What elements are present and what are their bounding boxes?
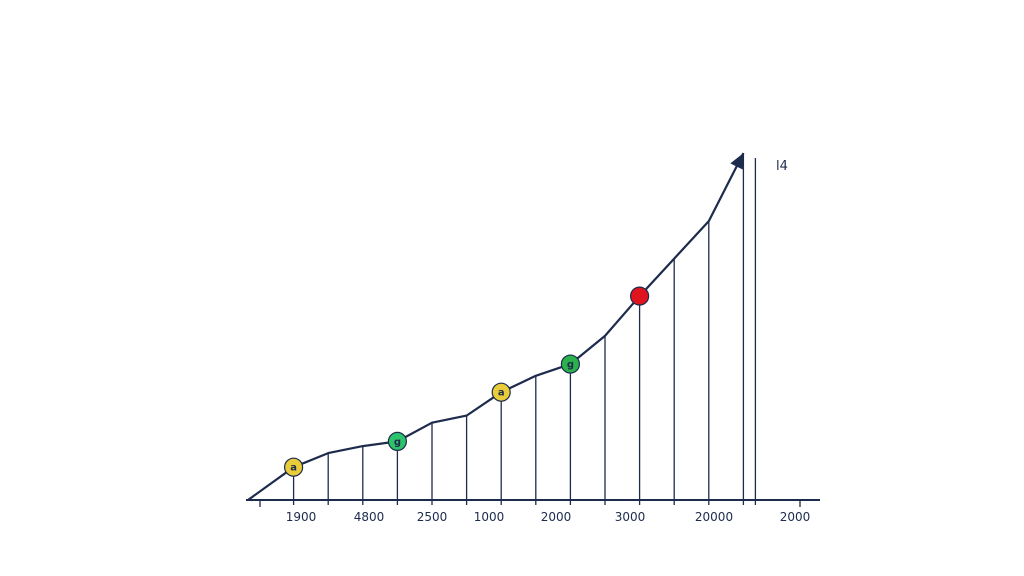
- marker-dot: [560, 354, 581, 374]
- data-marker: a: [284, 457, 304, 477]
- marker-dot: [387, 431, 407, 452]
- arrow-head-icon: [730, 153, 744, 170]
- series-line: [247, 152, 745, 501]
- data-marker: g: [560, 354, 581, 374]
- data-marker: [629, 286, 650, 306]
- marker-label: g: [394, 437, 401, 448]
- x-tick-label: 1000: [474, 510, 505, 524]
- marker-label: g: [567, 360, 574, 371]
- drop-lines: [292, 153, 757, 505]
- x-tick-label: 20000: [695, 510, 733, 524]
- x-axis-ticks: [259, 500, 801, 507]
- marker-dot: [491, 382, 511, 402]
- marker-dot: [629, 286, 650, 306]
- x-tick-label: 2000: [780, 510, 811, 524]
- data-marker: g: [387, 431, 407, 452]
- x-tick-labels: 1900 4800 2500 1000 2000 3000 20000 2000: [286, 510, 811, 524]
- x-tick-label: 3000: [615, 510, 646, 524]
- x-tick-label: 1900: [286, 510, 317, 524]
- x-tick-label: 2000: [541, 510, 572, 524]
- x-tick-label: 4800: [354, 510, 385, 524]
- markers: a g a g: [284, 286, 650, 477]
- data-marker: a: [491, 382, 511, 402]
- marker-label: a: [290, 463, 297, 474]
- x-tick-label: 2500: [417, 510, 448, 524]
- marker-dot: [284, 457, 304, 477]
- annotation-label: l4: [776, 159, 788, 174]
- marker-label: a: [498, 388, 505, 399]
